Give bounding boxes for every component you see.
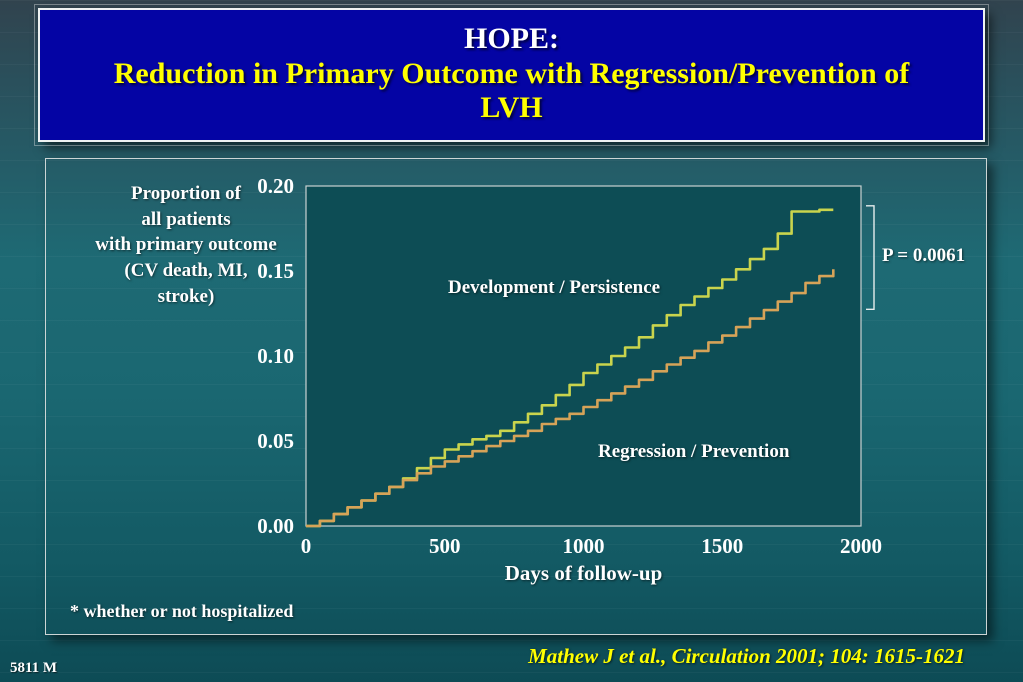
y-tick-label: 0.05 [257,429,294,453]
slide-number: 5811 M [10,660,58,676]
y-tick-label: 0.10 [257,344,294,368]
x-tick-label: 2000 [840,534,882,558]
p-value-label: P = 0.0061 [882,245,966,266]
title-box: HOPE: Reduction in Primary Outcome with … [34,4,989,146]
plot-area [305,185,862,527]
slide-title-line1: HOPE: [464,22,559,55]
y-axis-label: Proportion of all patients with primary … [95,183,277,307]
y-tick-label: 0.15 [257,259,294,283]
y-tick-label: 0.00 [257,514,294,538]
slide-title-line2: Reduction in Primary Outcome with Regres… [113,56,910,125]
x-tick-label: 1500 [701,534,743,558]
citation: Mathew J et al., Circulation 2001; 104: … [528,644,965,668]
p-value-bracket [866,205,875,310]
regression-series-label: Regression / Prevention [598,441,790,462]
x-tick-label: 500 [429,534,461,558]
chart-plot: 0.00 0.05 0.10 0.15 0.20 0 500 1000 1500 2000 [257,174,882,558]
x-tick-label: 1000 [563,534,605,558]
footnote: * whether or not hospitalized [70,601,294,621]
y-tick-label: 0.20 [257,174,294,198]
x-axis-title: Days of follow-up [504,561,663,585]
x-tick-label: 0 [301,534,312,558]
series-line-1 [306,269,835,528]
chart-panel: 0.00 0.05 0.10 0.15 0.20 0 500 1000 1500 2000 Pro… [45,158,987,635]
development-series-label: Development / Persistence [448,277,661,298]
